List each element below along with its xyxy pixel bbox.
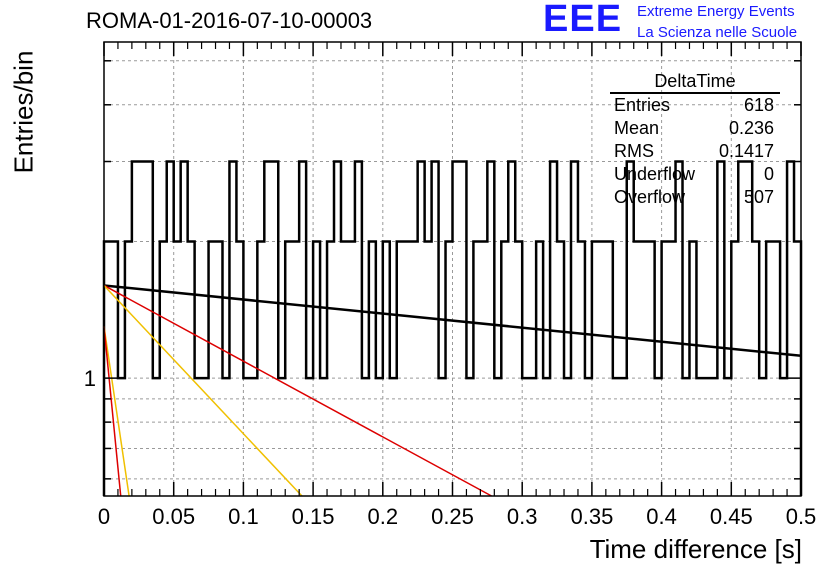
fit-line-3 (103, 284, 303, 497)
x-axis-label: Time difference [s] (589, 534, 802, 564)
stats-label: RMS (614, 141, 654, 161)
x-tick-label: 0.4 (646, 504, 677, 529)
x-tick-label: 0.45 (710, 504, 753, 529)
stats-value: 507 (743, 187, 774, 207)
stats-box: DeltaTime Entries 618 Mean 0.236 RMS 0.1… (610, 70, 780, 209)
stats-row-rms: RMS 0.1417 (614, 140, 774, 163)
stats-value: 0 (763, 164, 774, 184)
stats-title: DeltaTime (610, 70, 780, 94)
fit-line-5 (103, 326, 122, 497)
stats-row-underflow: Underflow 0 (614, 163, 774, 186)
stats-value: 0.236 (728, 118, 774, 138)
stats-value: 618 (743, 95, 774, 115)
stats-value: 0.1417 (718, 141, 774, 161)
stats-row-entries: Entries 618 (614, 94, 774, 117)
stats-label: Underflow (614, 164, 696, 184)
x-tick-label: 0.15 (292, 504, 335, 529)
fit-line-4 (103, 326, 130, 497)
y-axis-label: Entries/bin (8, 50, 39, 174)
x-tick-label: 0.2 (368, 504, 399, 529)
stats-label: Mean (614, 118, 660, 138)
x-tick-label: 0.5 (786, 504, 817, 529)
x-tick-label: 0.05 (152, 504, 195, 529)
x-tick-label: 0.3 (507, 504, 538, 529)
eee-logo: EEE (543, 0, 623, 40)
chart-title: ROMA-01-2016-07-10-00003 (86, 8, 373, 33)
x-tick-label: 0.25 (431, 504, 474, 529)
x-tick-label: 0 (98, 504, 110, 529)
x-tick-label: 0.35 (570, 504, 613, 529)
stats-row-mean: Mean 0.236 (614, 117, 774, 140)
fit-line-1 (103, 284, 802, 358)
logo-text-line-2: La Scienza nelle Scuole (637, 24, 798, 41)
stats-label: Overflow (614, 187, 686, 207)
stats-row-overflow: Overflow 507 (614, 186, 774, 209)
stats-label: Entries (614, 95, 671, 115)
fit-line-2 (103, 284, 492, 497)
y-tick-label: 1 (84, 366, 96, 391)
x-tick-label: 0.1 (228, 504, 259, 529)
logo-text-line-1: Extreme Energy Events (637, 3, 795, 20)
histogram-steps (102, 160, 803, 496)
